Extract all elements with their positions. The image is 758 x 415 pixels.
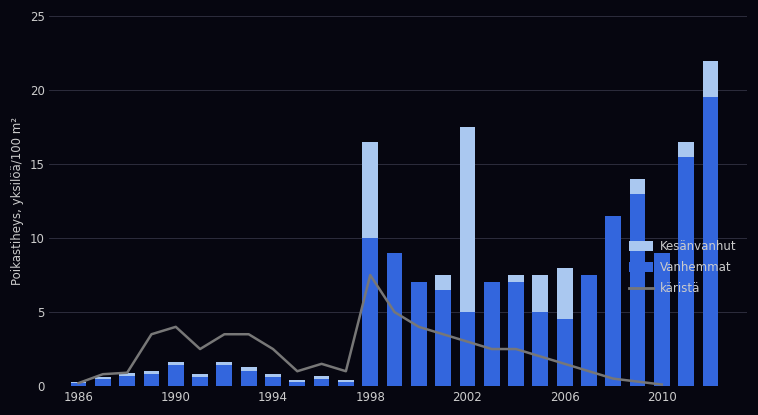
käristä xyxy=(196,347,205,352)
Bar xyxy=(265,374,281,386)
Line: käristä: käristä xyxy=(79,275,662,385)
käristä xyxy=(99,372,108,377)
Y-axis label: Poikastiheys, yksilöä/100 m²: Poikastiheys, yksilöä/100 m² xyxy=(11,117,24,285)
Bar xyxy=(484,283,500,386)
Bar xyxy=(143,374,159,386)
Bar xyxy=(556,320,572,386)
Bar xyxy=(484,283,500,386)
Bar xyxy=(630,179,645,386)
käristä xyxy=(390,310,399,315)
Bar xyxy=(193,377,208,386)
käristä xyxy=(633,379,642,384)
käristä xyxy=(560,361,569,366)
Bar xyxy=(581,312,597,386)
Bar xyxy=(678,142,694,386)
käristä xyxy=(657,382,666,387)
Bar xyxy=(362,142,378,386)
käristä xyxy=(220,332,229,337)
Bar xyxy=(241,371,256,386)
Bar xyxy=(606,268,621,386)
käristä xyxy=(147,332,156,337)
käristä xyxy=(268,347,277,352)
Bar xyxy=(654,253,670,386)
Bar xyxy=(168,365,183,386)
Bar xyxy=(532,312,548,386)
Bar xyxy=(338,381,354,386)
käristä xyxy=(123,370,132,375)
käristä xyxy=(463,339,472,344)
Bar xyxy=(556,268,572,386)
Bar xyxy=(435,275,451,386)
käristä xyxy=(74,381,83,386)
Bar xyxy=(703,61,719,386)
Bar xyxy=(459,312,475,386)
käristä xyxy=(317,361,326,366)
Bar xyxy=(168,362,183,386)
Bar xyxy=(265,377,281,386)
Bar xyxy=(314,378,330,386)
Bar xyxy=(435,290,451,386)
Bar xyxy=(362,238,378,386)
Bar xyxy=(606,216,621,386)
Bar xyxy=(703,98,719,386)
Bar xyxy=(338,380,354,386)
Bar xyxy=(459,127,475,386)
käristä xyxy=(415,325,424,330)
Bar xyxy=(95,377,111,386)
Bar xyxy=(508,275,524,386)
Bar xyxy=(508,283,524,386)
käristä xyxy=(512,347,521,352)
käristä xyxy=(584,369,594,374)
Bar xyxy=(630,194,645,386)
Bar xyxy=(119,373,135,386)
Bar xyxy=(532,275,548,386)
Bar xyxy=(290,380,305,386)
Bar xyxy=(241,367,256,386)
Bar xyxy=(314,376,330,386)
käristä xyxy=(293,369,302,374)
käristä xyxy=(365,273,374,278)
Bar xyxy=(217,365,232,386)
Bar xyxy=(119,376,135,386)
käristä xyxy=(244,332,253,337)
Bar xyxy=(193,374,208,386)
Bar xyxy=(217,362,232,386)
käristä xyxy=(439,332,448,337)
Bar xyxy=(290,381,305,386)
käristä xyxy=(487,347,496,352)
käristä xyxy=(341,369,350,374)
Bar xyxy=(70,381,86,386)
käristä xyxy=(171,325,180,330)
Bar xyxy=(654,253,670,386)
Legend: Kesänvanhut, Vanhemmat, käristä: Kesänvanhut, Vanhemmat, käristä xyxy=(625,235,741,300)
Bar xyxy=(70,383,86,386)
Bar xyxy=(387,253,402,386)
Bar xyxy=(387,253,402,386)
Bar xyxy=(411,283,427,386)
Bar xyxy=(581,275,597,386)
käristä xyxy=(536,354,545,359)
Bar xyxy=(143,371,159,386)
Bar xyxy=(411,283,427,386)
Bar xyxy=(678,157,694,386)
käristä xyxy=(609,376,618,381)
Bar xyxy=(95,378,111,386)
